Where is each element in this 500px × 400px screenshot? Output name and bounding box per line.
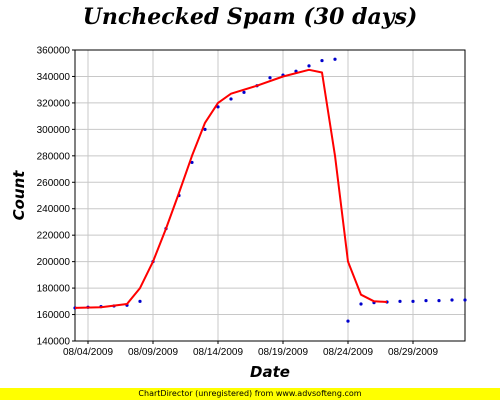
data-point <box>203 127 207 131</box>
y-tick-label: 300000 <box>37 125 71 136</box>
y-tick-label: 260000 <box>37 178 71 189</box>
data-point <box>190 160 194 165</box>
data-point <box>333 57 337 61</box>
data-point <box>450 298 454 302</box>
x-tick-label: 08/14/2009 <box>193 347 243 358</box>
x-axis-title: Date <box>250 363 290 381</box>
data-point <box>437 299 441 303</box>
x-tick-label: 08/19/2009 <box>258 347 308 358</box>
x-tick-label: 08/09/2009 <box>128 347 178 358</box>
plot-area <box>75 50 465 341</box>
y-tick-label: 200000 <box>37 257 71 268</box>
y-tick-label: 140000 <box>37 337 71 348</box>
x-tick-label: 08/24/2009 <box>323 347 373 358</box>
data-point <box>411 299 415 303</box>
data-point <box>229 97 233 101</box>
chart-canvas: 140000 160000 180000 200000 220000 240000 2600… <box>10 46 467 381</box>
data-point <box>424 299 428 303</box>
chart-title: Unchecked Spam (30 days) <box>82 4 418 30</box>
data-point <box>359 302 363 306</box>
fit-curve <box>74 68 388 309</box>
data-point <box>216 105 220 109</box>
data-point <box>346 319 350 323</box>
y-tick-label: 360000 <box>37 46 71 57</box>
y-axis-title: Count <box>10 170 28 221</box>
data-point <box>463 298 467 302</box>
y-tick-label: 240000 <box>37 204 71 215</box>
data-point <box>398 299 402 303</box>
y-tick-label: 180000 <box>37 284 71 295</box>
data-point <box>320 58 324 63</box>
y-tick-label: 160000 <box>37 310 71 321</box>
x-tick-label: 08/04/2009 <box>63 347 113 358</box>
y-tick-label: 340000 <box>37 72 71 83</box>
y-tick-label: 320000 <box>37 98 71 109</box>
data-point <box>138 299 142 303</box>
y-tick-label: 280000 <box>37 151 71 162</box>
plot-border <box>74 49 466 342</box>
data-point <box>268 76 272 80</box>
data-point <box>242 90 246 94</box>
footer-credit: ChartDirector (unregistered) from www.ad… <box>0 388 500 400</box>
y-tick-label: 220000 <box>37 231 71 242</box>
x-tick-label: 08/29/2009 <box>388 347 438 358</box>
data-point <box>307 64 311 68</box>
